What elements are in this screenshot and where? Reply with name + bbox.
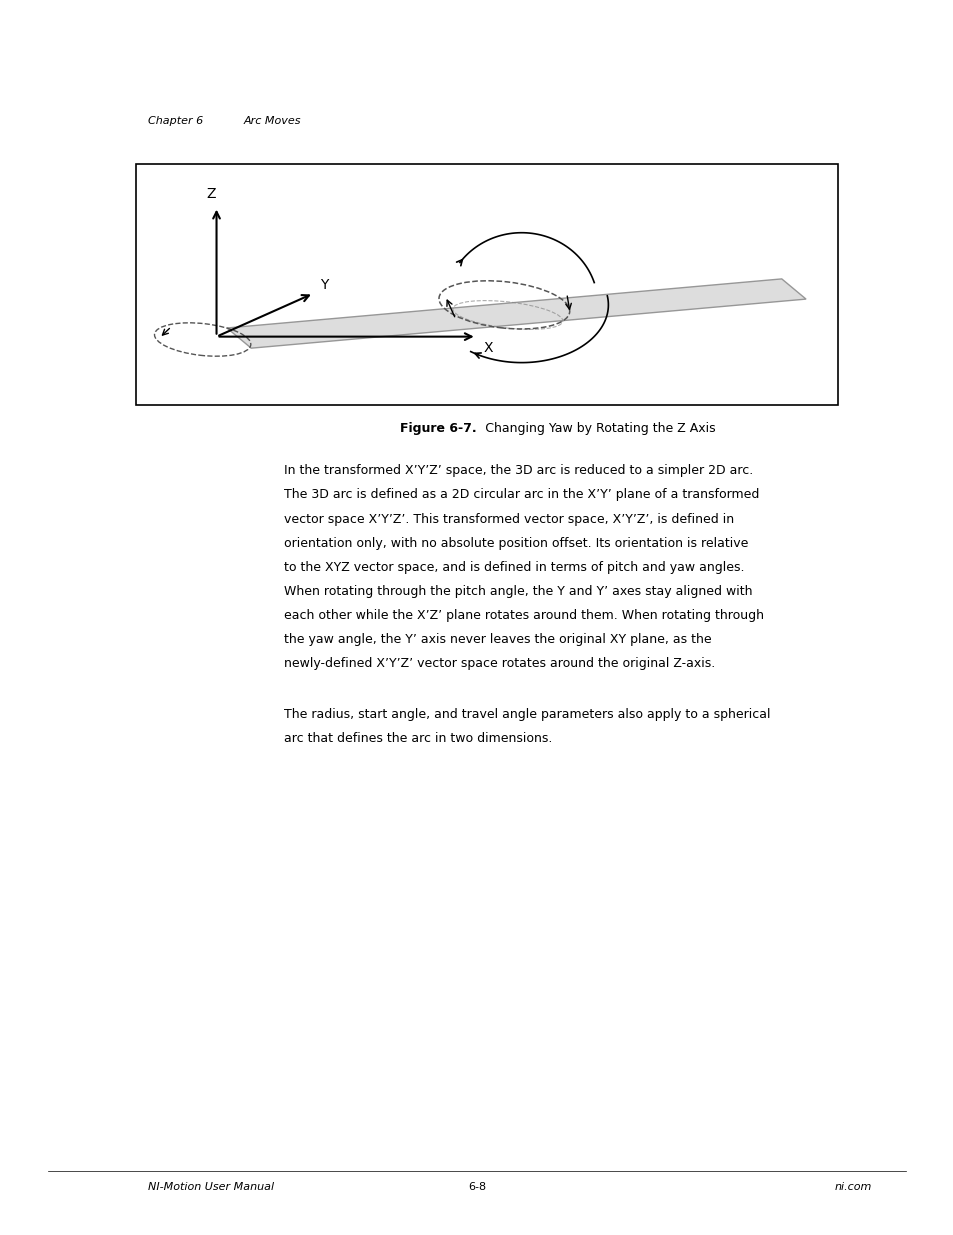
Text: Arc Moves: Arc Moves xyxy=(243,116,300,126)
Text: to the XYZ vector space, and is defined in terms of pitch and yaw angles.: to the XYZ vector space, and is defined … xyxy=(284,561,744,574)
Text: Chapter 6: Chapter 6 xyxy=(148,116,203,126)
Text: The 3D arc is defined as a 2D circular arc in the X’Y’ plane of a transformed: The 3D arc is defined as a 2D circular a… xyxy=(284,489,759,501)
Text: X: X xyxy=(483,341,493,354)
Text: vector space X’Y’Z’. This transformed vector space, X’Y’Z’, is defined in: vector space X’Y’Z’. This transformed ve… xyxy=(284,513,734,526)
Text: Y: Y xyxy=(320,278,329,291)
Text: orientation only, with no absolute position offset. Its orientation is relative: orientation only, with no absolute posit… xyxy=(284,536,748,550)
Text: 6-8: 6-8 xyxy=(468,1182,485,1192)
Text: Figure 6-7.: Figure 6-7. xyxy=(400,422,476,436)
Polygon shape xyxy=(227,279,805,348)
Text: In the transformed X’Y’Z’ space, the 3D arc is reduced to a simpler 2D arc.: In the transformed X’Y’Z’ space, the 3D … xyxy=(284,464,753,478)
Text: the yaw angle, the Y’ axis never leaves the original XY plane, as the: the yaw angle, the Y’ axis never leaves … xyxy=(284,632,711,646)
Text: The radius, start angle, and travel angle parameters also apply to a spherical: The radius, start angle, and travel angl… xyxy=(284,709,770,721)
Text: When rotating through the pitch angle, the Y and Y’ axes stay aligned with: When rotating through the pitch angle, t… xyxy=(284,585,752,598)
Text: Changing Yaw by Rotating the Z Axis: Changing Yaw by Rotating the Z Axis xyxy=(478,422,715,436)
Text: NI-Motion User Manual: NI-Motion User Manual xyxy=(148,1182,274,1192)
Text: each other while the X’Z’ plane rotates around them. When rotating through: each other while the X’Z’ plane rotates … xyxy=(284,609,763,622)
Text: ni.com: ni.com xyxy=(834,1182,871,1192)
Text: arc that defines the arc in two dimensions.: arc that defines the arc in two dimensio… xyxy=(284,732,552,746)
Text: Z: Z xyxy=(206,186,215,201)
Bar xyxy=(136,164,837,405)
Text: newly-defined X’Y’Z’ vector space rotates around the original Z-axis.: newly-defined X’Y’Z’ vector space rotate… xyxy=(284,657,715,671)
